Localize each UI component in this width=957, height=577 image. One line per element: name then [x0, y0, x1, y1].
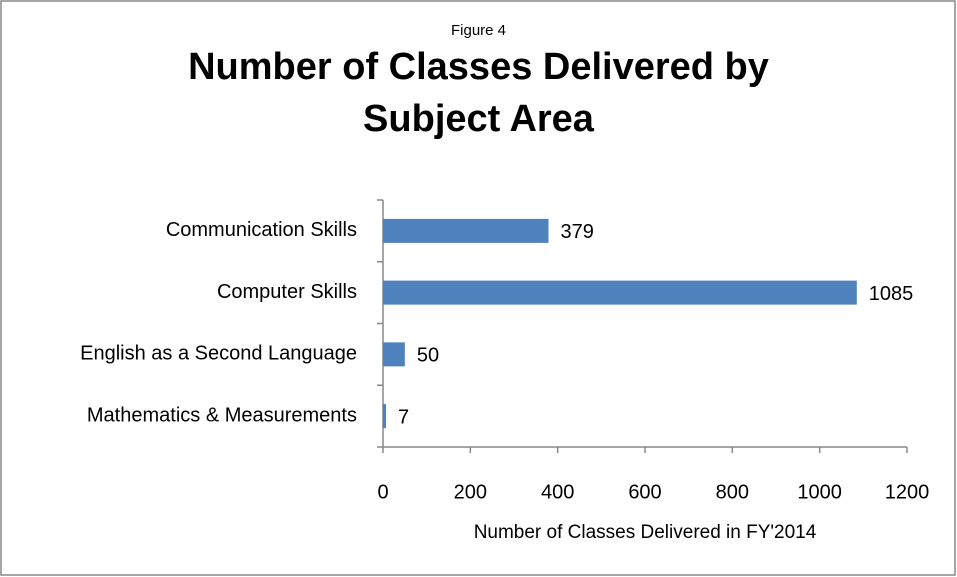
x-tick-label: 1200 [885, 481, 930, 503]
bar [383, 218, 549, 243]
x-tick-label: 800 [716, 481, 749, 503]
y-tick-label: Communication Skills [166, 219, 357, 241]
x-tick-label: 0 [377, 481, 388, 503]
bar [383, 404, 387, 429]
data-label: 1085 [869, 283, 914, 305]
x-tick-label: 400 [541, 481, 574, 503]
data-label: 379 [560, 221, 593, 243]
x-tick-label: 600 [628, 481, 661, 503]
data-label: 50 [417, 345, 439, 367]
titles: Figure 4 Number of Classes Delivered by … [0, 22, 957, 145]
y-tick-label: English as a Second Language [80, 343, 357, 365]
x-tick-label: 200 [454, 481, 487, 503]
x-tick-label: 1000 [797, 481, 842, 503]
y-tick-label: Computer Skills [217, 281, 357, 303]
chart-subtitle: Figure 4 [450, 22, 507, 39]
bar [383, 280, 857, 305]
y-tick-label: Mathematics & Measurements [87, 404, 357, 426]
bar [383, 342, 405, 367]
x-axis-label: Number of Classes Delivered in FY'2014 [474, 522, 817, 543]
data-label: 7 [398, 406, 409, 428]
chart-title: Number of Classes Delivered by Subject A… [188, 46, 769, 140]
